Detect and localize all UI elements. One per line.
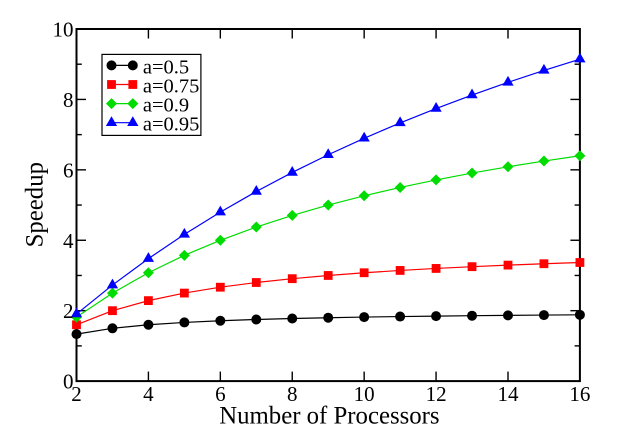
svg-text:8: 8 (287, 382, 298, 406)
svg-text:4: 4 (143, 382, 154, 406)
svg-text:Speedup: Speedup (22, 162, 49, 247)
svg-text:Number of Processors: Number of Processors (219, 403, 439, 430)
svg-text:a=0.5: a=0.5 (143, 56, 189, 78)
svg-text:6: 6 (63, 158, 74, 182)
svg-text:a=0.9: a=0.9 (143, 94, 189, 116)
svg-text:10: 10 (354, 382, 375, 406)
svg-text:8: 8 (63, 88, 74, 112)
svg-text:4: 4 (63, 229, 74, 253)
svg-text:0: 0 (63, 370, 74, 394)
svg-text:2: 2 (63, 299, 74, 323)
svg-text:14: 14 (497, 382, 519, 406)
svg-text:16: 16 (569, 382, 590, 406)
svg-text:12: 12 (426, 382, 447, 406)
svg-text:2: 2 (71, 382, 82, 406)
svg-text:a=0.95: a=0.95 (143, 113, 200, 135)
svg-text:10: 10 (53, 18, 74, 42)
svg-text:6: 6 (215, 382, 226, 406)
svg-text:a=0.75: a=0.75 (143, 75, 200, 97)
